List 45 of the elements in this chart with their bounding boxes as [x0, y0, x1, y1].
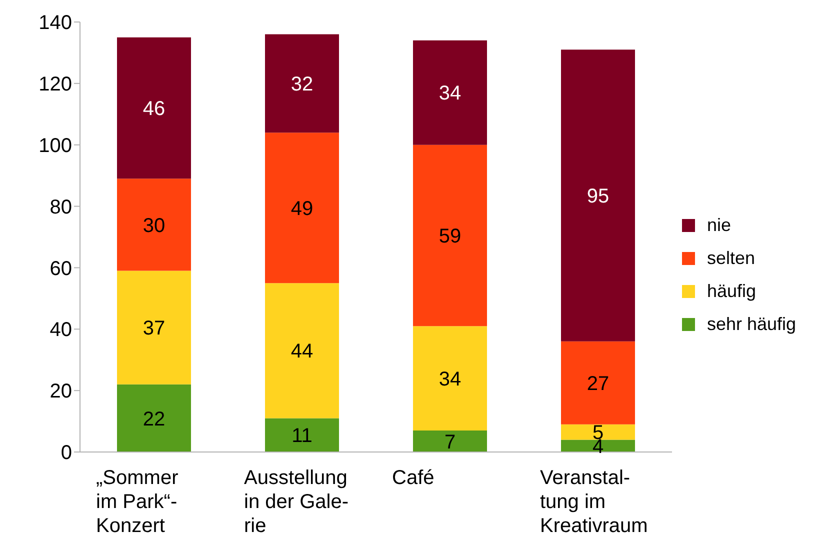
data-label: 7: [444, 431, 456, 454]
data-label: 44: [290, 340, 314, 363]
data-label: 59: [438, 226, 462, 248]
data-label: 30: [142, 214, 166, 237]
data-label: 95: [586, 186, 610, 208]
legend-label: sehr häufig: [707, 314, 796, 334]
data-label: 37: [142, 318, 166, 340]
bar: [117, 178, 191, 271]
bar: [561, 424, 635, 440]
legend-label: häufig: [707, 280, 756, 302]
y-tick-label: 80: [50, 196, 72, 218]
x-tick-label: Veranstal- tung im Kreativraum: [540, 467, 648, 537]
bar: [413, 430, 487, 452]
data-label: 46: [142, 98, 166, 120]
legend-label: selten: [707, 248, 756, 268]
data-label: 11: [292, 425, 312, 448]
data-label: 32: [290, 74, 314, 96]
bar: [413, 144, 487, 326]
x-tick-label: Ausstellung in der Gale- rie: [244, 467, 348, 537]
bar: [265, 132, 339, 284]
y-tick-label: 120: [38, 74, 72, 96]
bar: [561, 341, 635, 424]
data-label: 22: [142, 408, 166, 430]
y-tick-label: 40: [50, 319, 72, 342]
data-label: 34: [438, 82, 462, 105]
bar: [265, 418, 339, 452]
bar: [413, 326, 487, 430]
y-tick-label: 140: [38, 12, 72, 34]
x-tick-label: „Sommer im Park“- Konzert: [96, 467, 179, 537]
bar: [413, 40, 487, 145]
y-tick-label: 100: [38, 134, 72, 157]
data-label: 27: [586, 372, 610, 395]
data-label: 34: [438, 368, 462, 390]
bar: [265, 283, 339, 418]
y-tick-label: 60: [50, 258, 72, 280]
bar: [561, 50, 635, 342]
bar: [265, 34, 339, 133]
bar: [117, 270, 191, 384]
bar: [117, 384, 191, 452]
y-tick-label: 20: [50, 380, 72, 403]
data-label: 49: [290, 198, 314, 220]
legend-label: nie: [707, 214, 732, 236]
bar: [117, 37, 191, 179]
x-tick-label: Café: [392, 467, 434, 489]
y-tick-label: 0: [60, 442, 72, 464]
